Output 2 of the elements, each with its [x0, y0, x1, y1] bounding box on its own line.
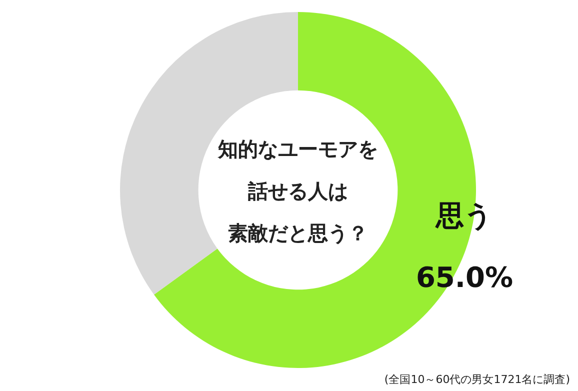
- text: (全国10～60代の男女1721名に調査): [384, 373, 570, 386]
- text: 知的なユーモアを話せる人は素敵だと思う？: [217, 137, 378, 245]
